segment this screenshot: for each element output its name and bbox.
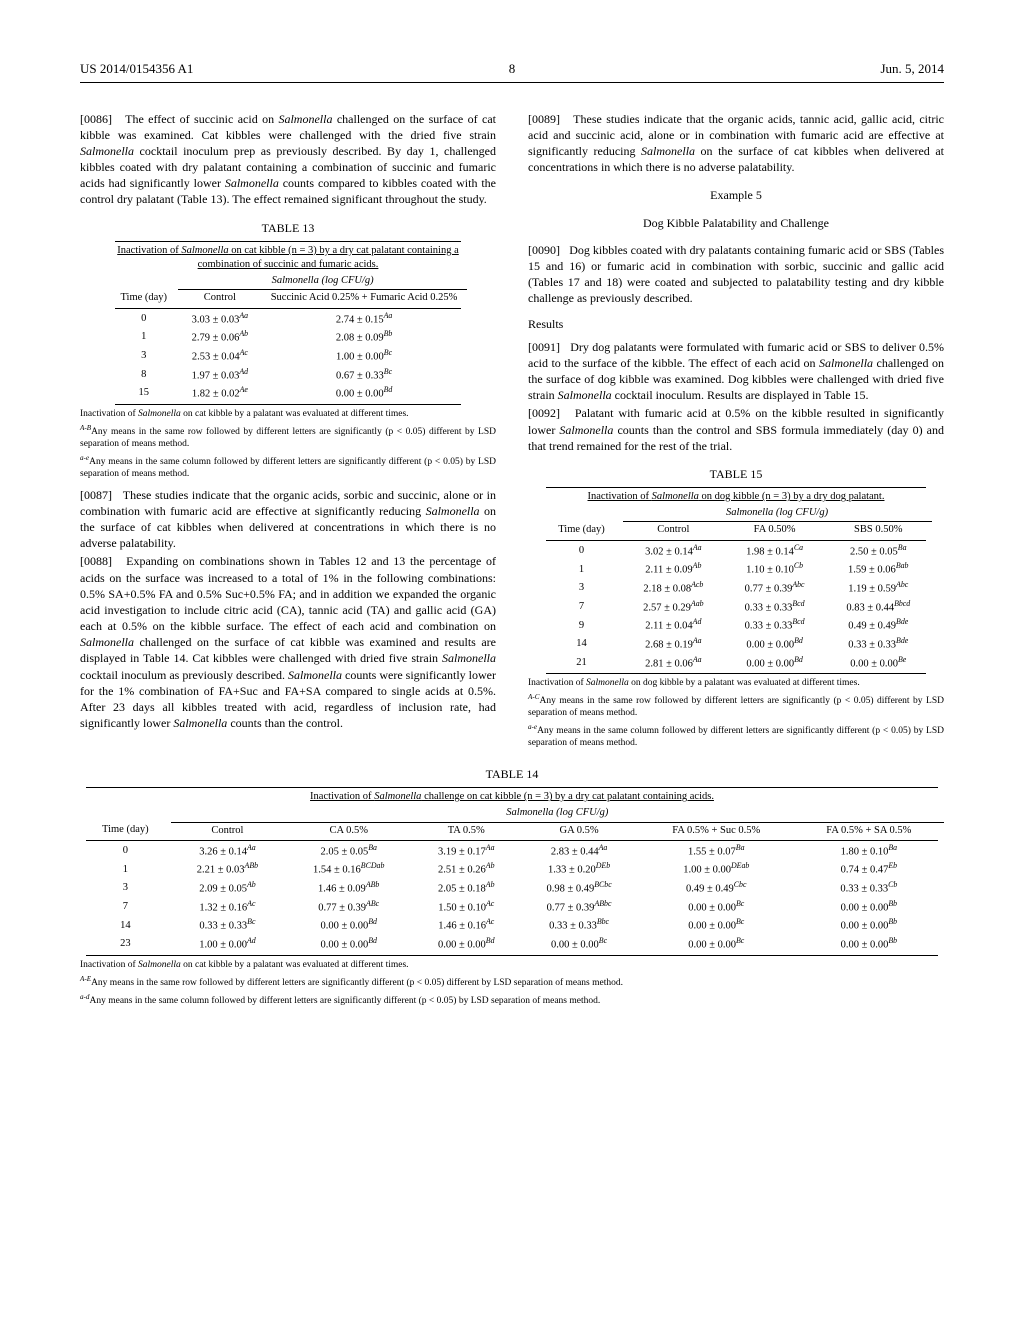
- para-num: [0088]: [80, 554, 112, 568]
- col-time: Time (day): [540, 522, 622, 539]
- para-0088: [0088] Expanding on combinations shown i…: [80, 553, 496, 731]
- para-text: Dog kibbles coated with dry palatants co…: [528, 243, 944, 306]
- t13-footnote-2: A-BAny means in the same row followed by…: [80, 424, 496, 451]
- page-header: US 2014/0154356 A1 8 Jun. 5, 2014: [80, 60, 944, 83]
- col-sbs: SBS 0.50%: [825, 522, 931, 539]
- para-num: [0091]: [528, 340, 560, 354]
- t13-footnote-1: Inactivation of Salmonella on cat kibble…: [80, 409, 496, 421]
- example-5-label: Example 5: [528, 187, 944, 203]
- table-row: 32.18 ± 0.08Acb0.77 ± 0.39Abc1.19 ± 0.59…: [540, 579, 931, 598]
- left-column: [0086] The effect of succinic acid on Sa…: [80, 111, 496, 750]
- para-text: The effect of succinic acid on Salmonell…: [80, 112, 496, 207]
- col-header: CA 0.5%: [284, 822, 413, 839]
- para-0089: [0089] These studies indicate that the o…: [528, 111, 944, 176]
- para-text: These studies indicate that the organic …: [528, 112, 944, 175]
- table-row: 71.32 ± 0.16Ac0.77 ± 0.39ABc1.50 ± 0.10A…: [80, 898, 944, 917]
- col-control: Control: [623, 522, 725, 539]
- table-row: 92.11 ± 0.04Ad0.33 ± 0.33Bcd0.49 ± 0.49B…: [540, 616, 931, 635]
- para-0086: [0086] The effect of succinic acid on Sa…: [80, 111, 496, 208]
- para-0087: [0087] These studies indicate that the o…: [80, 487, 496, 552]
- table-15-group: Salmonella (log CFU/g): [623, 505, 932, 522]
- page-number: 8: [80, 60, 944, 78]
- table-15: Inactivation of Salmonella on dog kibble…: [540, 486, 931, 675]
- para-text: Palatant with fumaric acid at 0.5% on th…: [528, 406, 944, 452]
- table-15-caption: Inactivation of Salmonella on dog kibble…: [540, 489, 931, 505]
- t14-footnote-2: A-EAny means in the same row followed by…: [80, 975, 944, 990]
- para-num: [0089]: [528, 112, 560, 126]
- col-header: TA 0.5%: [413, 822, 519, 839]
- para-text: These studies indicate that the organic …: [80, 488, 496, 551]
- para-num: [0086]: [80, 112, 112, 126]
- para-num: [0087]: [80, 488, 112, 502]
- right-column: [0089] These studies indicate that the o…: [528, 111, 944, 750]
- col-header: Time (day): [80, 822, 171, 839]
- table-row: 151.82 ± 0.02Ae0.00 ± 0.00Bd: [109, 384, 467, 403]
- col-time: Time (day): [109, 290, 178, 307]
- table-14: Inactivation of Salmonella challenge on …: [80, 786, 944, 957]
- table-14-group: Salmonella (log CFU/g): [171, 805, 944, 822]
- table-14-caption: Inactivation of Salmonella challenge on …: [80, 789, 944, 805]
- para-0092: [0092] Palatant with fumaric acid at 0.5…: [528, 405, 944, 454]
- table-row: 140.33 ± 0.33Bc0.00 ± 0.00Bd1.46 ± 0.16A…: [80, 916, 944, 935]
- col-control: Control: [178, 290, 261, 307]
- para-num: [0090]: [528, 243, 560, 257]
- col-header: Control: [171, 822, 285, 839]
- table-14-container: TABLE 14 Inactivation of Salmonella chal…: [80, 766, 944, 1008]
- para-0091: [0091] Dry dog palatants were formulated…: [528, 339, 944, 404]
- para-num: [0092]: [528, 406, 560, 420]
- table-13-group: Salmonella (log CFU/g): [178, 273, 466, 290]
- table-row: 03.26 ± 0.14Aa2.05 ± 0.05Ba3.19 ± 0.17Aa…: [80, 842, 944, 861]
- t14-footnote-1: Inactivation of Salmonella on cat kibble…: [80, 960, 944, 972]
- table-row: 142.68 ± 0.19Aa0.00 ± 0.00Bd0.33 ± 0.33B…: [540, 635, 931, 654]
- table-row: 81.97 ± 0.03Ad0.67 ± 0.33Bc: [109, 366, 467, 385]
- table-13-label: TABLE 13: [80, 220, 496, 236]
- table-row: 32.09 ± 0.05Ab1.46 ± 0.09ABb2.05 ± 0.18A…: [80, 879, 944, 898]
- para-text: Expanding on combinations shown in Table…: [80, 554, 496, 730]
- col-fa: FA 0.50%: [724, 522, 825, 539]
- table-13: Inactivation of Salmonella on cat kibble…: [109, 240, 467, 406]
- col-header: GA 0.5%: [519, 822, 639, 839]
- table-15-label: TABLE 15: [528, 466, 944, 482]
- table-row: 32.53 ± 0.04Ac1.00 ± 0.00Bc: [109, 347, 467, 366]
- para-text: Dry dog palatants were formulated with f…: [528, 340, 944, 403]
- table-row: 03.03 ± 0.03Aa2.74 ± 0.15Aa: [109, 310, 467, 329]
- col-header: FA 0.5% + SA 0.5%: [794, 822, 944, 839]
- table-13-caption: Inactivation of Salmonella on cat kibble…: [109, 243, 467, 273]
- t15-footnote-3: a-eAny means in the same column followed…: [528, 723, 944, 750]
- table-row: 03.02 ± 0.14Aa1.98 ± 0.14Ca2.50 ± 0.05Ba: [540, 542, 931, 561]
- t15-footnote-1: Inactivation of Salmonella on dog kibble…: [528, 678, 944, 690]
- table-row: 12.79 ± 0.06Ab2.08 ± 0.09Bb: [109, 328, 467, 347]
- table-row: 12.21 ± 0.03ABb1.54 ± 0.16BCDab2.51 ± 0.…: [80, 860, 944, 879]
- table-14-label: TABLE 14: [80, 766, 944, 782]
- results-heading: Results: [528, 316, 944, 332]
- t13-footnote-3: a-eAny means in the same column followed…: [80, 454, 496, 481]
- col-treatment: Succinic Acid 0.25% + Fumaric Acid 0.25%: [261, 290, 467, 307]
- para-0090: [0090] Dog kibbles coated with dry palat…: [528, 242, 944, 307]
- t14-footnote-3: a-dAny means in the same column followed…: [80, 993, 944, 1008]
- t15-footnote-2: A-CAny means in the same row followed by…: [528, 693, 944, 720]
- table-row: 12.11 ± 0.09Ab1.10 ± 0.10Cb1.59 ± 0.06Ba…: [540, 560, 931, 579]
- example-5-title: Dog Kibble Palatability and Challenge: [528, 215, 944, 231]
- col-header: FA 0.5% + Suc 0.5%: [639, 822, 794, 839]
- table-row: 72.57 ± 0.29Aab0.33 ± 0.33Bcd0.83 ± 0.44…: [540, 598, 931, 617]
- table-row: 231.00 ± 0.00Ad0.00 ± 0.00Bd0.00 ± 0.00B…: [80, 935, 944, 954]
- table-row: 212.81 ± 0.06Aa0.00 ± 0.00Bd0.00 ± 0.00B…: [540, 654, 931, 673]
